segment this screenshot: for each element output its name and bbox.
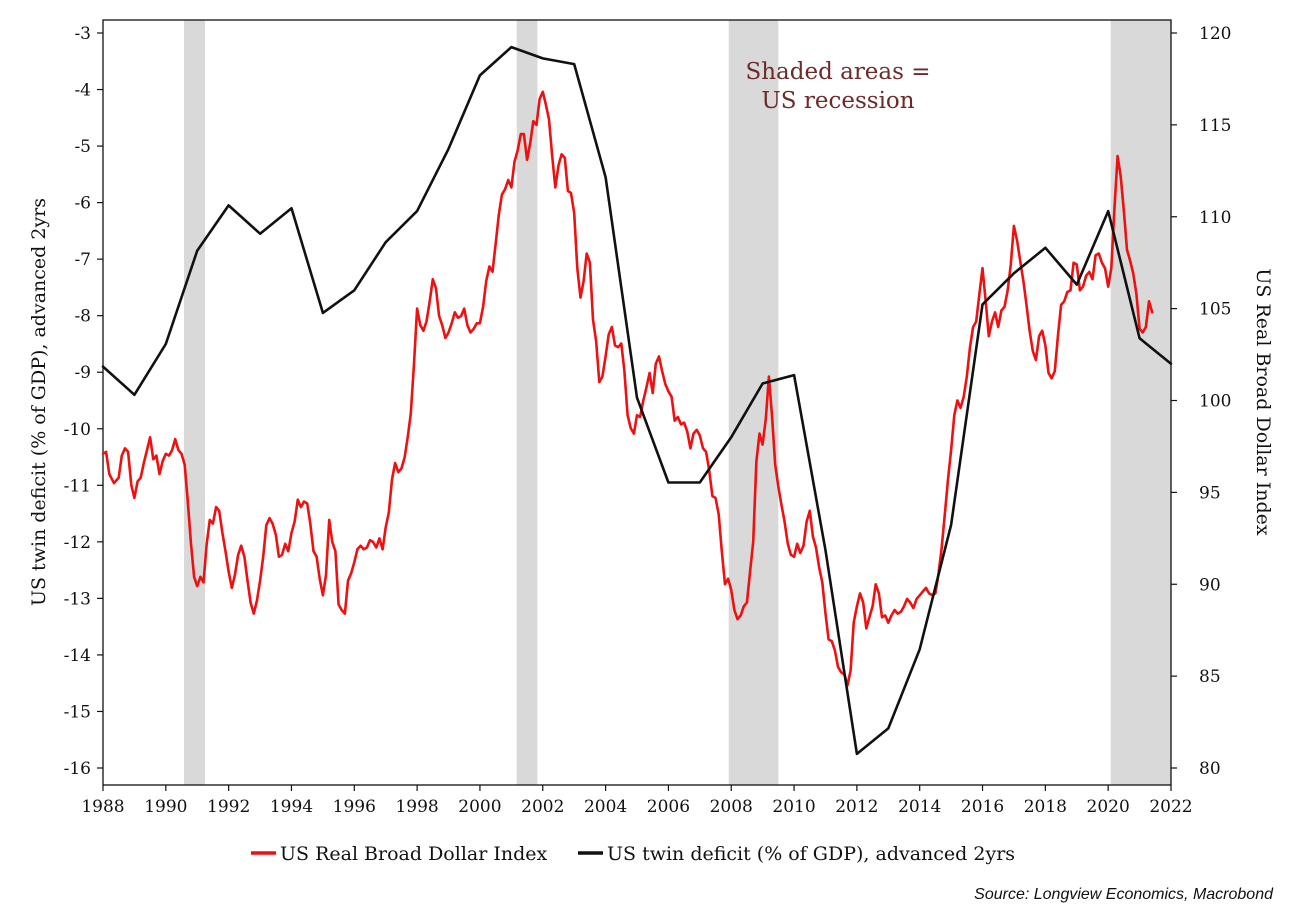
left-tick-label: -10 (64, 420, 91, 440)
legend-label-dollar-index: US Real Broad Dollar Index (280, 843, 548, 865)
recession-band (1110, 20, 1171, 785)
left-tick-label: -7 (74, 250, 91, 270)
left-tick-label: -6 (74, 194, 91, 214)
x-tick-label: 2018 (1024, 797, 1067, 817)
left-tick-label: -12 (64, 533, 91, 553)
right-tick-label: 100 (1199, 392, 1231, 412)
x-tick-label: 1994 (270, 797, 313, 817)
recession-band (184, 20, 206, 785)
x-tick-label: 1990 (144, 797, 187, 817)
x-axis-ticks: 1988 1990 1992 1994 1996 1998 2000 2002 2004 2006… (81, 785, 1193, 817)
x-tick-label: 1998 (395, 797, 438, 817)
left-tick-label: -13 (64, 589, 91, 609)
annotation-line-1: Shaded areas = (745, 59, 930, 85)
recession-band (516, 20, 538, 785)
right-tick-label: 80 (1199, 759, 1221, 779)
left-tick-label: -4 (74, 81, 91, 101)
right-axis-ticks: 120 115 110 105 100 95 90 85 80 (1171, 24, 1231, 779)
right-tick-label: 95 (1199, 483, 1221, 503)
x-tick-label: 2010 (772, 797, 815, 817)
x-tick-label: 2000 (458, 797, 501, 817)
recession-shading (184, 20, 1171, 785)
series-line-twin-deficit (101, 45, 1173, 756)
x-tick-label: 2012 (835, 797, 878, 817)
right-axis-label: US Real Broad Dollar Index (1252, 268, 1274, 536)
right-tick-label: 85 (1199, 667, 1221, 687)
source-note: Source: Longview Economics, Macrobond (974, 886, 1274, 903)
left-axis-ticks: -3 -4 -5 -6 -7 -8 -9 -10 -11 -12 -13 -14 -15 -16 (64, 24, 103, 779)
left-tick-label: -8 (74, 307, 91, 327)
left-tick-label: -15 (64, 702, 91, 722)
x-tick-label: 2022 (1149, 797, 1192, 817)
legend-label-twin-deficit: US twin deficit (% of GDP), advanced 2yr… (607, 843, 1015, 865)
left-tick-label: -5 (74, 137, 91, 157)
series-lines (101, 45, 1173, 756)
x-tick-label: 2016 (961, 797, 1004, 817)
left-tick-label: -11 (64, 476, 91, 496)
x-tick-label: 1992 (207, 797, 250, 817)
plot-frame (102, 19, 1172, 786)
right-tick-label: 115 (1199, 116, 1231, 136)
left-tick-label: -3 (74, 24, 91, 44)
left-tick-label: -14 (64, 646, 91, 666)
right-tick-label: 105 (1199, 300, 1231, 320)
right-tick-label: 110 (1199, 208, 1231, 228)
left-tick-label: -9 (74, 363, 91, 383)
x-tick-label: 2004 (584, 797, 627, 817)
x-tick-label: 1988 (81, 797, 124, 817)
annotation-line-2: US recession (761, 88, 914, 114)
x-tick-label: 2002 (521, 797, 564, 817)
series-line-dollar-index (101, 90, 1154, 687)
x-tick-label: 2020 (1087, 797, 1130, 817)
left-tick-label: -16 (64, 759, 91, 779)
legend: US Real Broad Dollar Index US twin defic… (251, 843, 1015, 865)
x-tick-label: 2014 (898, 797, 941, 817)
right-tick-label: 120 (1199, 24, 1231, 44)
x-tick-label: 1996 (333, 797, 376, 817)
right-tick-label: 90 (1199, 575, 1221, 595)
left-axis-label: US twin deficit (% of GDP), advanced 2yr… (28, 198, 50, 606)
x-tick-label: 2006 (647, 797, 690, 817)
x-tick-label: 2008 (710, 797, 753, 817)
